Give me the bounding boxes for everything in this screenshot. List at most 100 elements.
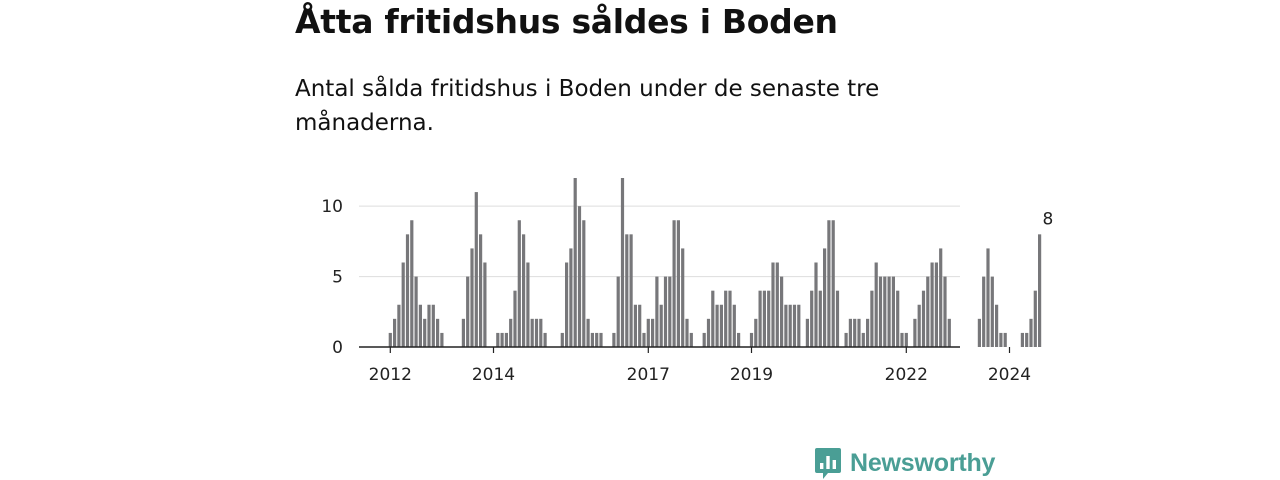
bar <box>565 262 569 347</box>
x-tick-label: 2024 <box>988 365 1031 385</box>
bar <box>590 332 594 347</box>
bar <box>870 290 874 347</box>
bar <box>513 290 517 347</box>
bar <box>582 220 586 347</box>
bar <box>780 276 784 347</box>
bar <box>646 318 650 347</box>
bar <box>758 290 762 347</box>
bar <box>719 304 723 347</box>
bar <box>427 304 431 347</box>
bar <box>405 234 410 347</box>
bar <box>612 332 616 347</box>
newsworthy-brand: Newsworthy <box>814 446 995 480</box>
bar <box>990 276 994 347</box>
bar <box>530 318 534 347</box>
bar <box>1020 332 1024 347</box>
bar <box>904 332 908 347</box>
bar <box>896 290 900 347</box>
bar <box>663 276 668 347</box>
y-tick-label: 10 <box>321 197 343 217</box>
bar <box>539 318 543 347</box>
bar <box>522 234 526 347</box>
bar <box>651 318 655 347</box>
bar <box>672 220 676 347</box>
bar <box>479 234 483 347</box>
page-subtitle: Antal sålda fritidshus i Boden under de … <box>295 76 880 136</box>
bar <box>388 332 392 347</box>
bar <box>737 332 741 347</box>
bar <box>934 262 938 347</box>
bar <box>440 332 444 347</box>
bar <box>775 262 779 347</box>
bar <box>689 332 693 347</box>
bar <box>883 276 887 347</box>
bar <box>749 332 754 347</box>
bar <box>659 304 663 347</box>
bar <box>534 318 539 347</box>
bar <box>466 276 470 347</box>
bar <box>724 290 728 347</box>
bar <box>655 276 659 347</box>
bar <box>921 290 926 347</box>
bar <box>496 332 500 347</box>
bar <box>857 318 861 347</box>
bar <box>827 220 831 347</box>
bar <box>844 332 848 347</box>
bar <box>823 248 827 347</box>
bar <box>414 276 418 347</box>
bar <box>900 332 904 347</box>
bar <box>853 318 857 347</box>
bar <box>401 262 405 347</box>
bar <box>986 248 990 347</box>
bar <box>878 276 883 347</box>
bar <box>483 262 487 347</box>
bar <box>861 332 865 347</box>
bar <box>500 332 504 347</box>
bar <box>732 304 736 347</box>
bar <box>418 304 422 347</box>
bar <box>792 304 797 347</box>
bar <box>797 304 801 347</box>
bar <box>633 304 637 347</box>
bar <box>848 318 852 347</box>
page-title: Åtta fritidshus såldes i Boden <box>295 2 838 41</box>
bar <box>788 304 792 347</box>
bar-chart: 0 5 10 2012 2014 2017 2019 2022 2024 8 <box>321 178 1053 385</box>
bar <box>999 332 1003 347</box>
bar <box>586 318 590 347</box>
bar <box>638 304 642 347</box>
bar <box>762 290 766 347</box>
x-tick-label: 2019 <box>730 365 773 385</box>
bar <box>943 276 947 347</box>
bar <box>1029 318 1033 347</box>
highlight-value-label: 8 <box>1042 209 1053 229</box>
x-tick-label: 2022 <box>885 365 928 385</box>
bar <box>810 290 814 347</box>
bar <box>711 290 715 347</box>
bar <box>470 248 474 347</box>
bar <box>831 220 835 347</box>
bar <box>577 206 582 347</box>
bar <box>702 332 706 347</box>
bar <box>569 248 573 347</box>
bar <box>939 248 943 347</box>
bar <box>754 318 758 347</box>
bar <box>410 220 414 347</box>
bar <box>474 192 478 347</box>
x-tick-label: 2012 <box>369 365 412 385</box>
bar <box>982 276 986 347</box>
bar <box>891 276 895 347</box>
y-tick-label: 0 <box>332 338 343 358</box>
bar <box>599 332 603 347</box>
bar <box>814 262 818 347</box>
bar <box>1025 332 1029 347</box>
brand-name: Newsworthy <box>850 448 996 477</box>
bar <box>1038 234 1042 347</box>
bar <box>805 318 809 347</box>
x-tick-label: 2014 <box>472 365 515 385</box>
bar <box>616 276 620 347</box>
bar <box>436 318 440 347</box>
bar <box>397 304 401 347</box>
bar <box>947 318 951 347</box>
bar <box>504 332 508 347</box>
